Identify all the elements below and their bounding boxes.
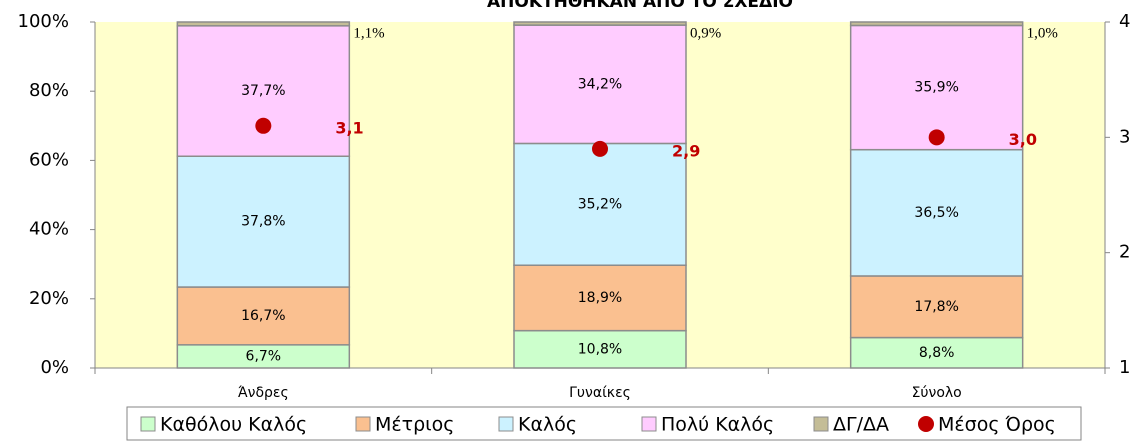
bar-segment — [513, 21, 687, 26]
mean-label: 3,1 — [335, 118, 363, 137]
legend-marker — [498, 416, 514, 432]
legend-marker — [813, 416, 829, 432]
data-label: 35,2% — [578, 196, 622, 212]
y2-tick-label: 4 — [1119, 11, 1130, 32]
mean-point — [255, 117, 272, 134]
data-label: 16,7% — [241, 308, 285, 324]
bar-segment — [176, 155, 351, 288]
data-label: 36,5% — [914, 205, 958, 221]
data-label: 34,2% — [578, 76, 622, 92]
bar-segment — [176, 286, 351, 346]
data-label: 1,1% — [353, 25, 384, 41]
data-label: 6,7% — [246, 348, 282, 364]
data-label: 17,8% — [914, 299, 958, 315]
legend-label: Πολύ Καλός — [661, 414, 774, 436]
x-tick-label: Σύνολο — [912, 385, 962, 401]
data-label: 18,9% — [578, 290, 622, 306]
y-tick-label: 20% — [29, 288, 69, 309]
legend-label: Μέσος Όρος — [938, 414, 1056, 436]
data-label: 1,0% — [1027, 25, 1058, 41]
bar-segment — [849, 148, 1024, 277]
bar-segment — [513, 264, 687, 332]
bar-segment — [176, 21, 351, 27]
data-label: 37,8% — [241, 214, 285, 230]
bar-segment — [513, 142, 687, 266]
data-label: 35,9% — [914, 80, 958, 96]
bar-segment — [849, 21, 1024, 27]
y2-tick-label: 3 — [1119, 126, 1130, 147]
legend-marker — [641, 416, 657, 432]
data-label: 8,8% — [919, 345, 955, 361]
bar-segment — [513, 24, 687, 145]
mean-label: 2,9 — [672, 141, 700, 160]
chart-title: ΑΠΟΚΤΗΘΗΚΑΝ ΑΠΟ ΤΟ ΣΧΕΔΙΟ — [487, 0, 793, 12]
legend-marker — [355, 416, 371, 432]
legend-marker — [918, 416, 934, 432]
legend-label: Μέτριος — [375, 414, 454, 436]
mean-point — [592, 140, 608, 157]
y-tick-label: 40% — [29, 219, 69, 240]
y2-tick-label: 1 — [1119, 357, 1130, 378]
mean-point — [928, 129, 945, 146]
bar-segment — [513, 329, 687, 369]
legend-label: Καλός — [518, 414, 577, 436]
data-label: 0,9% — [690, 25, 721, 41]
bar-segment — [176, 25, 351, 157]
y-tick-label: 100% — [18, 11, 69, 32]
y-tick-label: 60% — [29, 149, 69, 170]
legend-label: Καθόλου Καλός — [160, 414, 307, 436]
y-tick-label: 0% — [40, 357, 69, 378]
legend-label: ΔΓ/ΔΑ — [833, 414, 889, 436]
legend-marker — [140, 416, 156, 432]
x-tick-label: Άνδρες — [238, 385, 289, 401]
mean-label: 3,0 — [1009, 130, 1037, 149]
data-label: 37,7% — [241, 83, 285, 99]
data-label: 10,8% — [578, 341, 622, 357]
x-tick-label: Γυναίκες — [569, 385, 631, 401]
y2-tick-label: 2 — [1119, 242, 1130, 263]
y-tick-label: 80% — [29, 80, 69, 101]
bar-segment — [849, 336, 1024, 369]
bar-segment — [849, 275, 1024, 339]
